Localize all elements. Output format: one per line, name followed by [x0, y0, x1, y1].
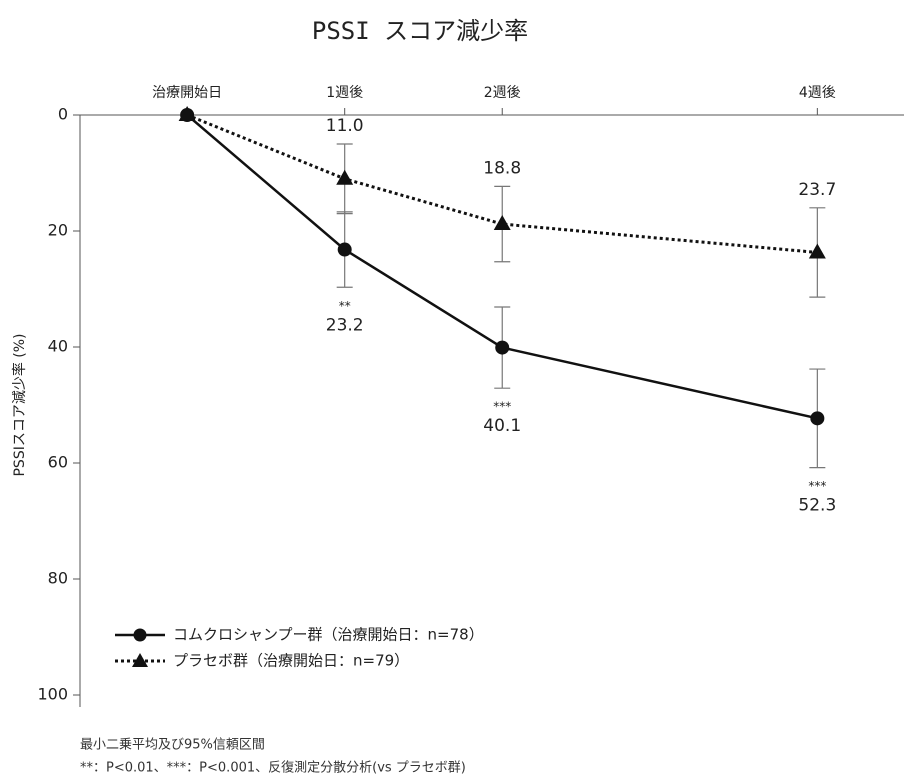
- legend-label: プラセボ群（治療開始日：n=79）: [173, 652, 409, 670]
- y-tick-label: 100: [37, 685, 68, 704]
- legend-marker: [132, 653, 148, 667]
- point: [808, 243, 826, 259]
- point: [178, 106, 196, 121]
- y-tick-label: 40: [48, 337, 68, 356]
- x-tick-label: 4週後: [799, 85, 836, 101]
- data-label: 23.7: [798, 180, 836, 200]
- footnote: **：P<0.01、***：P<0.001、反復測定分散分析(vs プラセボ群): [80, 760, 466, 776]
- legend-label: コムクロシャンプー群（治療開始日：n=78）: [173, 626, 484, 644]
- footnote: 最小二乗平均及び95%信頼区間: [80, 738, 265, 753]
- x-tick-label: 2週後: [484, 85, 521, 101]
- x-tick-label: 1週後: [326, 85, 363, 101]
- data-label: 23.2: [326, 315, 364, 335]
- y-tick-label: 60: [48, 453, 68, 472]
- point: [493, 215, 511, 231]
- significance: **: [339, 299, 351, 313]
- data-label: 52.3: [798, 496, 836, 516]
- data-label: 11.0: [326, 116, 364, 136]
- y-axis-label: PSSIスコア減少率 (%): [11, 333, 28, 476]
- significance: ***: [493, 400, 511, 414]
- point: [337, 242, 352, 257]
- point: [810, 411, 825, 426]
- significance: ***: [808, 479, 826, 493]
- point: [495, 340, 510, 355]
- data-label: 18.8: [483, 158, 521, 178]
- y-tick-label: 0: [58, 105, 68, 124]
- series-line: [186, 114, 818, 420]
- y-tick-label: 80: [48, 569, 68, 588]
- legend-marker: [133, 628, 147, 642]
- data-label: 40.1: [483, 416, 521, 436]
- point: [336, 169, 354, 185]
- series-line: [186, 113, 818, 254]
- x-tick-label: 治療開始日: [152, 84, 222, 101]
- y-tick-label: 20: [48, 221, 68, 240]
- chart-title: PSSI スコア減少率: [312, 17, 528, 45]
